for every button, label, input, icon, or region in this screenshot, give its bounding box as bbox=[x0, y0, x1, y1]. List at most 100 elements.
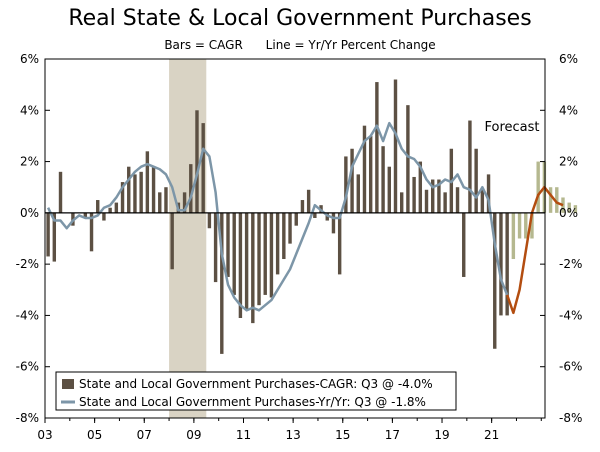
forecast-annotation: Forecast bbox=[484, 120, 539, 135]
bar bbox=[536, 161, 540, 213]
bar bbox=[133, 174, 137, 213]
yoy-forecast-line bbox=[505, 185, 564, 315]
bar bbox=[431, 179, 435, 213]
bar bbox=[232, 212, 236, 295]
x-tick-label: 11 bbox=[236, 428, 251, 442]
bar bbox=[344, 156, 348, 213]
x-tick-label: 09 bbox=[186, 428, 201, 442]
bar bbox=[282, 212, 286, 260]
bar bbox=[555, 187, 559, 213]
bar bbox=[164, 187, 168, 213]
bar bbox=[182, 192, 187, 213]
bar bbox=[350, 148, 354, 213]
bar bbox=[220, 212, 224, 354]
chart-title: Real State & Local Government Purchases bbox=[68, 6, 532, 31]
y-tick-label-right: -2% bbox=[559, 257, 582, 271]
legend-bar-swatch bbox=[62, 379, 74, 389]
y-tick-label-right: 6% bbox=[559, 52, 578, 66]
bar bbox=[406, 105, 410, 213]
bar bbox=[486, 174, 491, 213]
y-tick-label-left: -4% bbox=[16, 308, 39, 322]
bar bbox=[108, 207, 112, 213]
bar bbox=[306, 189, 311, 213]
bar bbox=[251, 212, 255, 324]
bar bbox=[567, 202, 571, 213]
bar bbox=[313, 212, 317, 218]
bar bbox=[201, 123, 205, 213]
x-tick-label: 05 bbox=[87, 428, 102, 442]
bar bbox=[158, 192, 162, 213]
bar bbox=[505, 212, 509, 316]
bar bbox=[474, 148, 478, 213]
bar bbox=[145, 151, 150, 213]
bar bbox=[58, 171, 63, 213]
bar bbox=[530, 212, 534, 239]
bar bbox=[151, 166, 156, 213]
bar bbox=[170, 212, 174, 270]
yoy-line bbox=[46, 121, 509, 312]
x-tick-label: 15 bbox=[335, 428, 350, 442]
bar bbox=[331, 212, 336, 234]
y-tick-label-left: -2% bbox=[16, 257, 39, 271]
bar bbox=[195, 110, 199, 213]
bar bbox=[120, 182, 125, 213]
y-tick-label-right: 4% bbox=[559, 103, 578, 117]
y-tick-label-right: 2% bbox=[559, 155, 578, 169]
bar bbox=[275, 212, 280, 275]
bar bbox=[83, 212, 88, 218]
bar bbox=[189, 164, 193, 213]
bar bbox=[462, 212, 466, 277]
bar bbox=[548, 187, 553, 213]
x-tick-label: 07 bbox=[137, 428, 152, 442]
bar bbox=[288, 212, 292, 244]
bar bbox=[368, 135, 373, 213]
bar bbox=[96, 200, 100, 213]
y-tick-label-left: -8% bbox=[16, 411, 39, 425]
y-tick-label-left: -6% bbox=[16, 360, 39, 374]
bar bbox=[207, 212, 212, 229]
legend-label-yoy: State and Local Government Purchases-Yr/… bbox=[79, 395, 426, 409]
bar bbox=[139, 171, 143, 213]
bar bbox=[213, 212, 218, 283]
x-tick-label: 13 bbox=[285, 428, 300, 442]
x-tick-label: 03 bbox=[37, 428, 52, 442]
bar bbox=[375, 82, 379, 213]
bar bbox=[300, 200, 305, 213]
bar bbox=[573, 205, 578, 213]
legend-box bbox=[55, 371, 457, 411]
bar bbox=[263, 212, 267, 295]
bar bbox=[499, 212, 503, 316]
bar bbox=[468, 120, 472, 213]
y-tick-label-left: 0% bbox=[20, 206, 39, 220]
bar bbox=[226, 212, 230, 277]
bar bbox=[46, 212, 50, 257]
x-tick-label: 19 bbox=[434, 428, 449, 442]
y-tick-label-left: 6% bbox=[20, 52, 39, 66]
y-tick-label-right: -8% bbox=[559, 411, 582, 425]
bar bbox=[561, 197, 565, 213]
bar bbox=[412, 176, 416, 213]
bar bbox=[455, 187, 460, 213]
bar bbox=[437, 179, 441, 213]
bar bbox=[399, 192, 404, 213]
bar bbox=[393, 79, 398, 213]
bar bbox=[362, 125, 367, 213]
bar bbox=[511, 212, 516, 260]
bar bbox=[387, 166, 391, 213]
bar bbox=[257, 212, 261, 306]
bar bbox=[114, 202, 119, 213]
y-tick-label-right: -4% bbox=[559, 308, 582, 322]
bar bbox=[517, 212, 522, 239]
bar bbox=[294, 212, 298, 226]
bar bbox=[337, 212, 342, 275]
bar bbox=[127, 166, 131, 213]
y-tick-label-right: -6% bbox=[559, 360, 582, 374]
bar bbox=[238, 212, 243, 318]
bar bbox=[356, 174, 360, 213]
bar bbox=[480, 189, 485, 213]
plot-frame bbox=[44, 58, 546, 419]
bar bbox=[52, 212, 57, 262]
y-tick-label-left: 2% bbox=[20, 155, 39, 169]
bar bbox=[443, 192, 447, 213]
